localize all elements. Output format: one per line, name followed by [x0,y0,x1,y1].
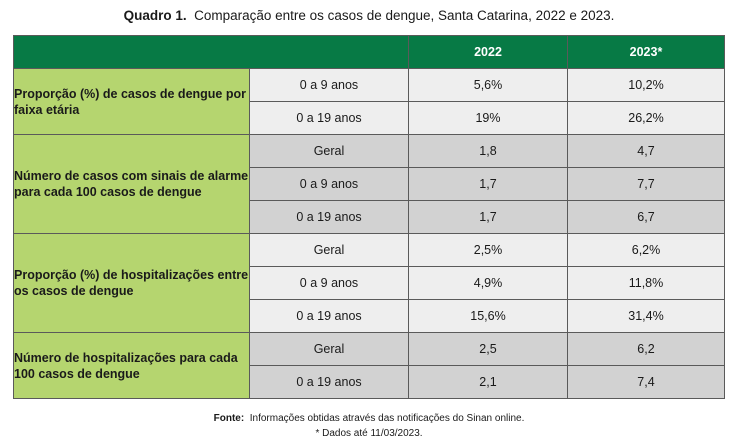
header-2022: 2022 [408,35,568,69]
source-footnote: Fonte: Informações obtidas através das n… [0,413,738,424]
header-2023: 2023* [567,35,725,69]
table-row: 0 a 19 anos 19% 26,2% [14,101,725,135]
subgroup-cell: 0 a 19 anos [249,365,409,399]
subgroup-cell: Geral [249,134,409,168]
value-2022-cell: 2,5 [408,332,568,366]
header-row: 2022 2023* [13,35,725,69]
table-row: 0 a 19 anos 1,7 6,7 [14,200,725,234]
table-caption: Quadro 1. Comparação entre os casos de d… [0,8,738,23]
value-2023-cell: 31,4% [567,299,725,333]
subgroup-cell: 0 a 19 anos [249,101,409,135]
table-row: Proporção (%) de hospitalizações entre o… [13,233,725,333]
comparison-table: 2022 2023* Proporção (%) de casos de den… [13,35,725,399]
subgroup-cell: 0 a 9 anos [249,266,409,300]
value-2023-cell: 6,2% [567,233,725,267]
subgroup-cell: 0 a 19 anos [249,200,409,234]
value-2022-cell: 1,7 [408,200,568,234]
value-2023-cell: 26,2% [567,101,725,135]
category-cell: Número de casos com sinais de alarme par… [13,134,250,234]
value-2022-cell: 2,1 [408,365,568,399]
data-date-note: * Dados até 11/03/2023. [315,428,423,439]
value-2022-cell: 2,5% [408,233,568,267]
category-cell: Proporção (%) de hospitalizações entre o… [13,233,250,333]
subgroup-cell: Geral [249,233,409,267]
value-2023-cell: 11,8% [567,266,725,300]
value-2023-cell: 6,7 [567,200,725,234]
subgroup-cell: Geral [249,332,409,366]
value-2022-cell: 5,6% [408,68,568,102]
category-cell: Proporção (%) de casos de dengue por fai… [13,68,250,135]
table-row: 0 a 9 anos 1,7 7,7 [14,167,725,201]
subgroup-cell: 0 a 9 anos [249,68,409,102]
table-row: 0 a 19 anos 2,1 7,4 [14,365,725,399]
table-row: Número de casos com sinais de alarme par… [13,134,725,234]
value-2022-cell: 15,6% [408,299,568,333]
subgroup-cell: 0 a 19 anos [249,299,409,333]
value-2023-cell: 4,7 [567,134,725,168]
table-row: 0 a 9 anos 4,9% 11,8% [14,266,725,300]
value-2023-cell: 10,2% [567,68,725,102]
header-empty-cell [13,35,409,69]
caption-label: Quadro 1. [123,8,187,23]
caption-text: Comparação entre os casos de dengue, San… [194,8,615,23]
table-row: 0 a 19 anos 15,6% 31,4% [14,299,725,333]
source-text: Informações obtidas através das notifica… [249,413,525,424]
value-2022-cell: 19% [408,101,568,135]
source-label: Fonte: [213,413,245,424]
value-2023-cell: 7,7 [567,167,725,201]
value-2022-cell: 4,9% [408,266,568,300]
value-2022-cell: 1,7 [408,167,568,201]
table-row: Proporção (%) de casos de dengue por fai… [13,68,725,135]
value-2023-cell: 7,4 [567,365,725,399]
table-row: Número de hospitalizações para cada 100 … [13,332,725,399]
value-2022-cell: 1,8 [408,134,568,168]
value-2023-cell: 6,2 [567,332,725,366]
category-cell: Número de hospitalizações para cada 100 … [13,332,250,399]
subgroup-cell: 0 a 9 anos [249,167,409,201]
